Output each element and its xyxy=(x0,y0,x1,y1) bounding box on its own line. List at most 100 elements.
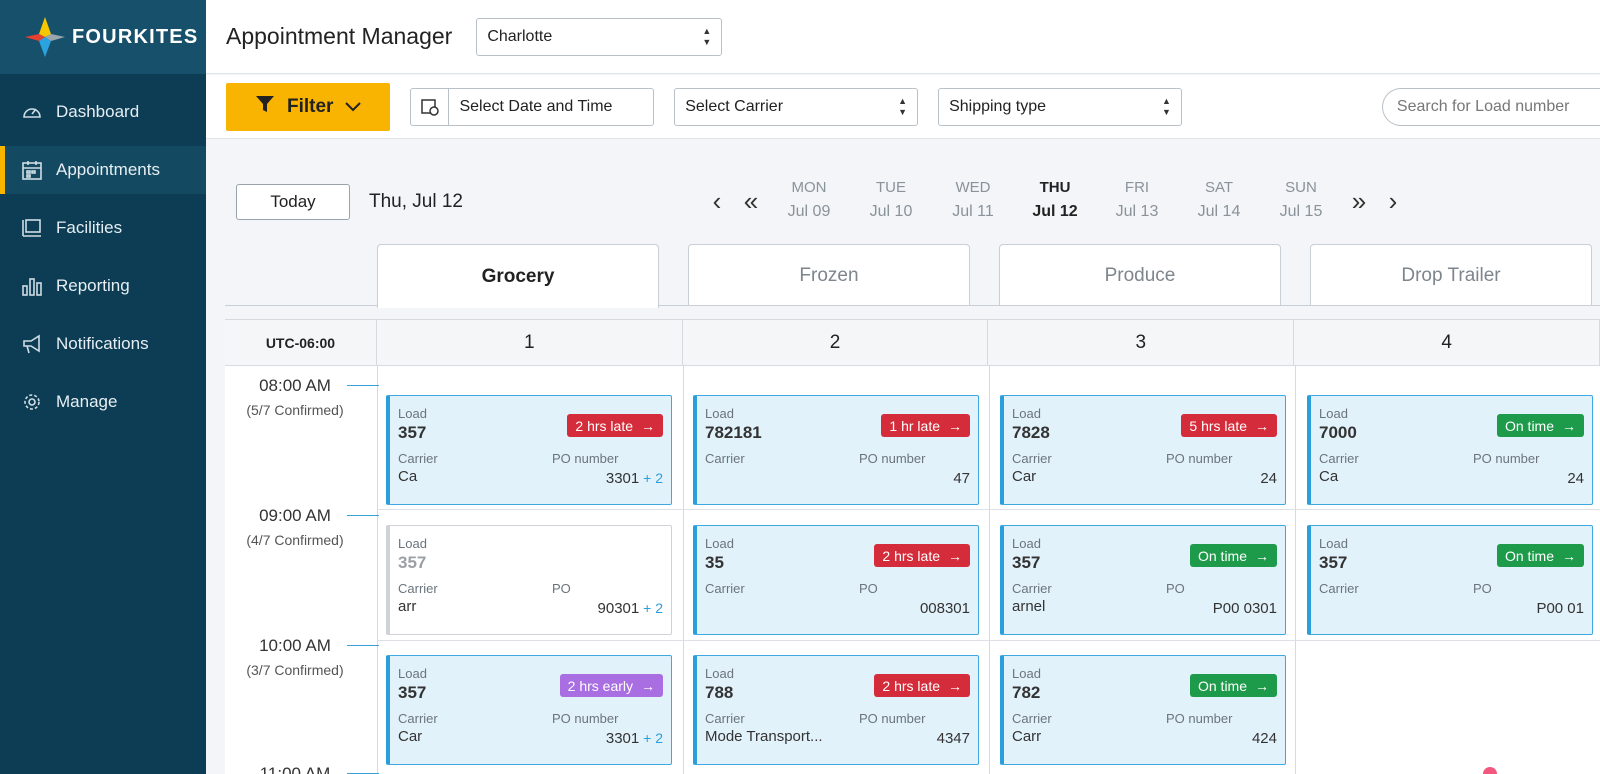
load-search-input[interactable]: Search for Load number xyxy=(1381,87,1600,126)
tab-grocery[interactable]: Grocery xyxy=(377,244,659,308)
po-value: 424 xyxy=(1251,730,1277,747)
time-tick xyxy=(347,385,379,386)
appointment-card[interactable]: Load 35 Carrier PO 008301 2 hrs late → xyxy=(693,525,979,635)
carrier-value: Ca xyxy=(398,468,418,485)
po-label: PO xyxy=(859,581,878,596)
day-label: FRI xyxy=(1124,179,1150,196)
more-po-link[interactable]: + 2 xyxy=(639,730,663,746)
carrier-value: Mode Transport... xyxy=(705,728,823,745)
sidebar-item-appointments[interactable]: Appointments xyxy=(0,146,206,194)
appointment-card[interactable]: Load 782181 Carrier PO number 47 1 hr late → xyxy=(693,395,979,505)
gauge-icon xyxy=(20,100,44,124)
sidebar-item-dashboard[interactable]: Dashboard xyxy=(0,88,206,136)
tab-divider xyxy=(225,305,1600,306)
load-label: Load xyxy=(398,666,427,681)
day-sun[interactable]: SUN Jul 15 xyxy=(1260,176,1342,224)
sidebar-item-facilities[interactable]: Facilities xyxy=(0,204,206,252)
po-block: PO number 24 xyxy=(1166,451,1277,487)
appointment-card[interactable]: Load 357 Carrier PO P00 01 On time → xyxy=(1307,525,1593,635)
day-sat[interactable]: SAT Jul 14 xyxy=(1178,176,1260,224)
po-value: 90301 + 2 xyxy=(597,600,663,617)
sidebar-item-notifications[interactable]: Notifications xyxy=(0,320,206,368)
location-select[interactable]: Charlotte ▲ ▼ xyxy=(476,17,723,56)
carrier-label: Carrier xyxy=(705,711,745,726)
filter-button[interactable]: Filter xyxy=(226,82,391,131)
appointment-card[interactable]: Load 7828 Carrier Car PO number 24 5 hrs late → xyxy=(1000,395,1286,505)
appointment-card[interactable]: Load 782 Carrier Carr PO number 424 On time → xyxy=(1000,655,1286,765)
day-tue[interactable]: TUE Jul 10 xyxy=(850,176,932,224)
sidebar-item-label: Notifications xyxy=(56,334,149,353)
po-block: PO number 3301 + 2 xyxy=(552,711,663,747)
card-details: Carrier arnel PO P00 0301 xyxy=(1012,581,1277,617)
status-badge[interactable]: On time → xyxy=(1189,674,1277,697)
status-badge[interactable]: 2 hrs late → xyxy=(874,544,970,567)
brand-logo[interactable]: FOURKITES xyxy=(0,0,206,74)
load-number: 357 xyxy=(398,553,427,572)
carrier-block: Carrier Car xyxy=(1012,451,1166,487)
arrow-right-icon: → xyxy=(641,677,655,694)
funnel-icon xyxy=(255,94,275,120)
today-button[interactable]: Today xyxy=(236,184,350,220)
status-badge[interactable]: 5 hrs late → xyxy=(1181,414,1277,437)
day-fri[interactable]: FRI Jul 13 xyxy=(1096,176,1178,224)
load-label: Load xyxy=(1319,536,1348,551)
status-badge[interactable]: 2 hrs early → xyxy=(559,674,663,697)
load-number: 7828 xyxy=(1012,423,1050,442)
po-block: PO number 47 xyxy=(859,451,970,487)
appointment-card[interactable]: Load 357 Carrier Ca PO number 3301 + 2 2 hrs l… xyxy=(386,395,672,505)
calendar-clock-icon xyxy=(411,88,450,125)
appointment-card[interactable]: Load 357 Carrier arnel PO P00 0301 On time → xyxy=(1000,525,1286,635)
carrier-select[interactable]: Select Carrier ▲ ▼ xyxy=(674,87,919,126)
day-date: Jul 14 xyxy=(1197,203,1241,220)
sidebar-item-manage[interactable]: Manage xyxy=(0,378,206,426)
more-po-link[interactable]: + 2 xyxy=(639,470,663,486)
day-thu[interactable]: THU Jul 12 xyxy=(1014,176,1096,224)
status-badge[interactable]: On time → xyxy=(1496,414,1584,437)
status-badge[interactable]: On time → xyxy=(1496,544,1584,567)
tab-produce[interactable]: Produce xyxy=(999,244,1281,306)
carrier-label: Carrier xyxy=(1012,451,1052,466)
po-label: PO number xyxy=(1166,451,1233,466)
next-day-icon[interactable]: › xyxy=(1388,186,1398,216)
po-value: 3301 + 2 xyxy=(605,730,663,747)
tab-frozen[interactable]: Frozen xyxy=(688,244,970,306)
chevron-down-icon xyxy=(345,96,362,118)
current-time-indicator xyxy=(1483,767,1497,774)
date-time-picker[interactable]: Select Date and Time xyxy=(410,87,655,126)
next-week-icon[interactable]: » xyxy=(1351,186,1367,216)
load-number: 357 xyxy=(1012,553,1041,572)
card-details: Carrier PO 008301 xyxy=(705,581,970,617)
prev-day-icon[interactable]: ‹ xyxy=(712,186,722,216)
status-badge[interactable]: On time → xyxy=(1189,544,1277,567)
more-po-link[interactable]: + 2 xyxy=(639,600,663,616)
card-details: Carrier PO number 47 xyxy=(705,451,970,487)
load-number: 7000 xyxy=(1319,423,1357,442)
brand-name: FOURKITES xyxy=(72,25,199,48)
sidebar-item-label: Manage xyxy=(56,392,118,411)
po-label: PO number xyxy=(552,451,619,466)
day-date: Jul 15 xyxy=(1279,203,1323,220)
day-mon[interactable]: MON Jul 09 xyxy=(768,176,850,224)
carrier-block: Carrier Mode Transport... xyxy=(705,711,859,747)
tab-drop-trailer[interactable]: Drop Trailer xyxy=(1310,244,1592,306)
status-badge[interactable]: 2 hrs late → xyxy=(874,674,970,697)
po-block: PO P00 01 xyxy=(1473,581,1584,617)
status-badge[interactable]: 2 hrs late → xyxy=(567,414,663,437)
appointment-card[interactable]: Load 788 Carrier Mode Transport... PO number… xyxy=(693,655,979,765)
po-block: PO P00 0301 xyxy=(1166,581,1277,617)
appointment-card[interactable]: Load 357 Carrier Car PO number 3301 + 2 2 hrs … xyxy=(386,655,672,765)
filter-toolbar: Filter Select Date and Time Select Carri… xyxy=(206,75,1600,139)
sidebar-item-reporting[interactable]: Reporting xyxy=(0,262,206,310)
carrier-label: Carrier xyxy=(1012,581,1052,596)
appointment-card[interactable]: Load 357 Carrier arr PO 90301 + 2 xyxy=(386,525,672,635)
status-badge[interactable]: 1 hr late → xyxy=(881,414,970,437)
appointment-card[interactable]: Load 7000 Carrier Ca PO number 24 On time → xyxy=(1307,395,1593,505)
carrier-value: Carr xyxy=(1012,728,1042,745)
prev-week-icon[interactable]: « xyxy=(743,186,759,216)
day-wed[interactable]: WED Jul 11 xyxy=(932,176,1014,224)
grid-divider xyxy=(1295,366,1296,774)
timezone-label: UTC-06:00 xyxy=(225,320,377,365)
shipping-type-select[interactable]: Shipping type ▲ ▼ xyxy=(938,87,1182,126)
select-arrows-icon: ▲ ▼ xyxy=(898,95,908,117)
carrier-value: arr xyxy=(398,598,417,615)
